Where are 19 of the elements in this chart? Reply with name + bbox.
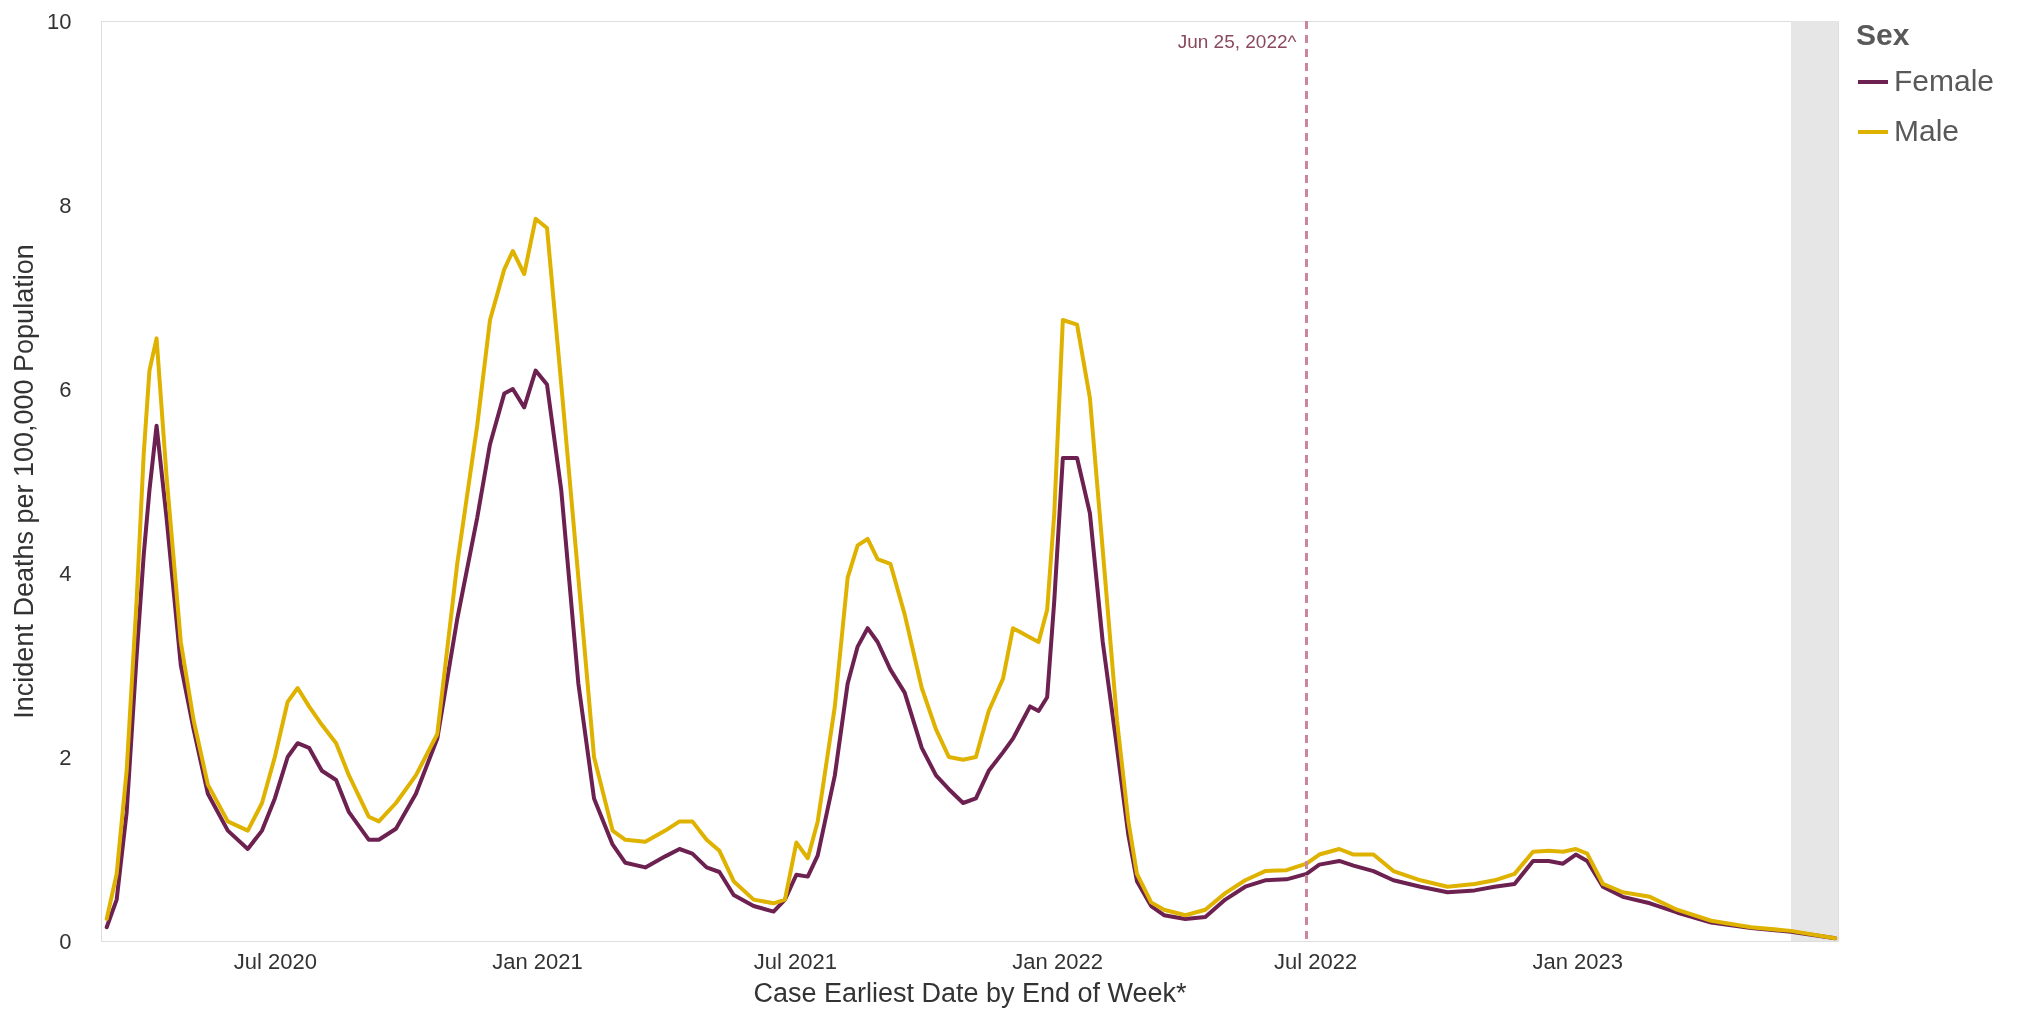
- x-tick-label: Jan 2023: [1532, 948, 1623, 974]
- y-tick-label: 8: [59, 192, 72, 218]
- x-tick-label: Jan 2022: [1012, 948, 1103, 974]
- ref-line-label: Jun 25, 2022^: [1177, 31, 1297, 52]
- legend-title: Sex: [1856, 18, 1910, 51]
- y-tick-label: 4: [59, 560, 72, 586]
- x-tick-label: Jul 2022: [1273, 948, 1358, 974]
- x-tick-label: Jan 2021: [492, 948, 583, 974]
- y-tick-label: 0: [59, 928, 72, 954]
- line-series: [104, 216, 1838, 941]
- y-tick-label: 2: [59, 744, 72, 770]
- legend-label: Male: [1894, 114, 1960, 147]
- x-tick-label: Jul 2020: [233, 948, 317, 974]
- y-axis-title: Incident Deaths per 100,000 Population: [9, 244, 40, 719]
- y-tick-label: 6: [59, 376, 72, 402]
- x-axis-title: Case Earliest Date by End of Week*: [753, 977, 1188, 1008]
- x-tick-label: Jul 2021: [753, 948, 838, 974]
- legend-label: Female: [1894, 64, 1995, 97]
- y-tick-label: 10: [47, 8, 72, 34]
